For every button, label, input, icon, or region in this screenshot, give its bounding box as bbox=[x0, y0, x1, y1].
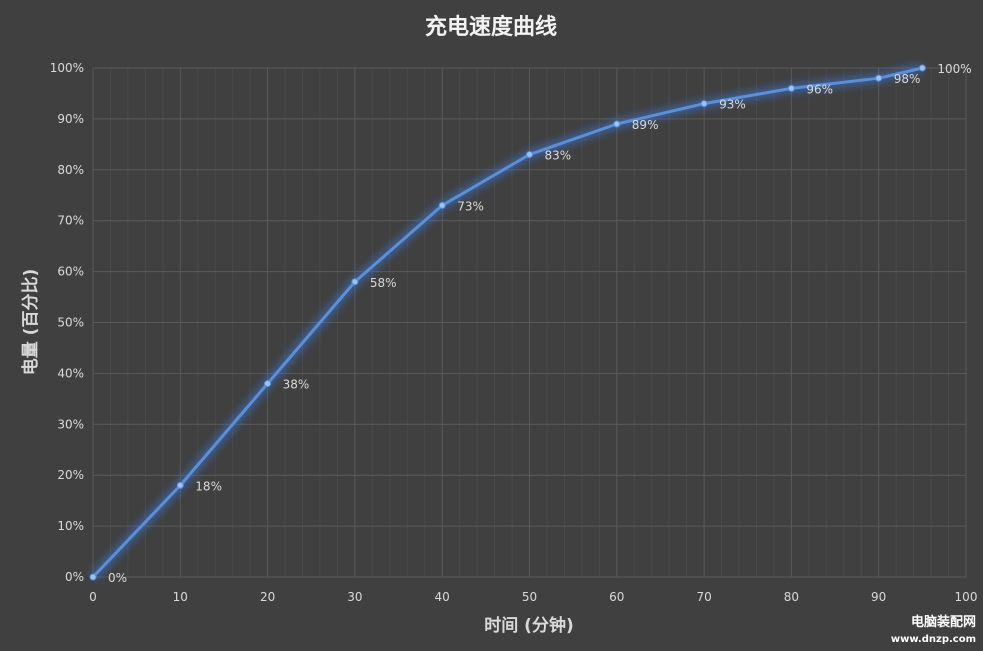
y-tick-label: 70% bbox=[57, 214, 84, 228]
axes: 0 10 20 30 40 50 60 70 80 90 100 0% 10% 20% 30% 40% 50% 6… bbox=[50, 61, 978, 604]
data-point bbox=[351, 278, 359, 286]
x-tick-label: 10 bbox=[173, 590, 188, 604]
data-point bbox=[89, 573, 97, 581]
data-label: 38% bbox=[283, 378, 310, 392]
data-point bbox=[875, 74, 883, 82]
data-point bbox=[438, 201, 446, 209]
data-label: 73% bbox=[457, 199, 484, 213]
data-label: 58% bbox=[370, 276, 397, 290]
y-axis-title: 电量 (百分比) bbox=[20, 269, 41, 375]
data-point bbox=[176, 481, 184, 489]
x-tick-label: 20 bbox=[260, 590, 275, 604]
data-point bbox=[526, 151, 533, 159]
data-label: 96% bbox=[806, 82, 833, 96]
data-point bbox=[613, 120, 621, 128]
series-layer bbox=[89, 63, 926, 581]
y-tick-label: 80% bbox=[57, 163, 84, 177]
watermark-site-name: 电脑装配网 bbox=[911, 614, 976, 630]
y-tick-label: 10% bbox=[57, 519, 84, 533]
data-label: 100% bbox=[937, 62, 971, 76]
x-tick-label: 60 bbox=[609, 590, 624, 604]
grid-lines bbox=[92, 67, 967, 578]
data-point bbox=[918, 64, 926, 72]
watermark-url: www.dnzp.com bbox=[891, 634, 976, 645]
chart-title: 充电速度曲线 bbox=[425, 14, 557, 40]
y-tick-label: 40% bbox=[57, 366, 84, 380]
data-point bbox=[264, 380, 272, 388]
x-tick-label: 70 bbox=[696, 590, 711, 604]
data-label: 98% bbox=[894, 72, 921, 86]
x-tick-label: 90 bbox=[871, 590, 886, 604]
data-labels: 0% 18% 38% 58% 73% 83% 89% 93% 96% 98% 100% bbox=[108, 62, 972, 585]
y-tick-label: 100% bbox=[50, 61, 84, 75]
x-tick-label: 40 bbox=[435, 590, 450, 604]
y-tick-label: 50% bbox=[57, 316, 84, 330]
data-label: 83% bbox=[545, 149, 572, 163]
x-tick-label: 100 bbox=[955, 590, 978, 604]
y-tick-label: 30% bbox=[57, 417, 84, 431]
y-tick-label: 0% bbox=[65, 570, 84, 584]
x-axis-title: 时间 (分钟) bbox=[484, 615, 573, 636]
data-label: 18% bbox=[195, 479, 222, 493]
data-point bbox=[787, 84, 795, 92]
y-tick-label: 90% bbox=[57, 112, 84, 126]
x-tick-label: 0 bbox=[89, 590, 97, 604]
x-tick-label: 30 bbox=[347, 590, 362, 604]
data-label: 0% bbox=[108, 571, 127, 585]
data-label: 89% bbox=[632, 118, 659, 132]
x-tick-label: 80 bbox=[784, 590, 799, 604]
y-tick-label: 20% bbox=[57, 468, 84, 482]
data-point bbox=[700, 100, 708, 108]
data-label: 93% bbox=[719, 98, 746, 112]
y-tick-label: 60% bbox=[57, 265, 84, 279]
x-tick-label: 50 bbox=[522, 590, 537, 604]
